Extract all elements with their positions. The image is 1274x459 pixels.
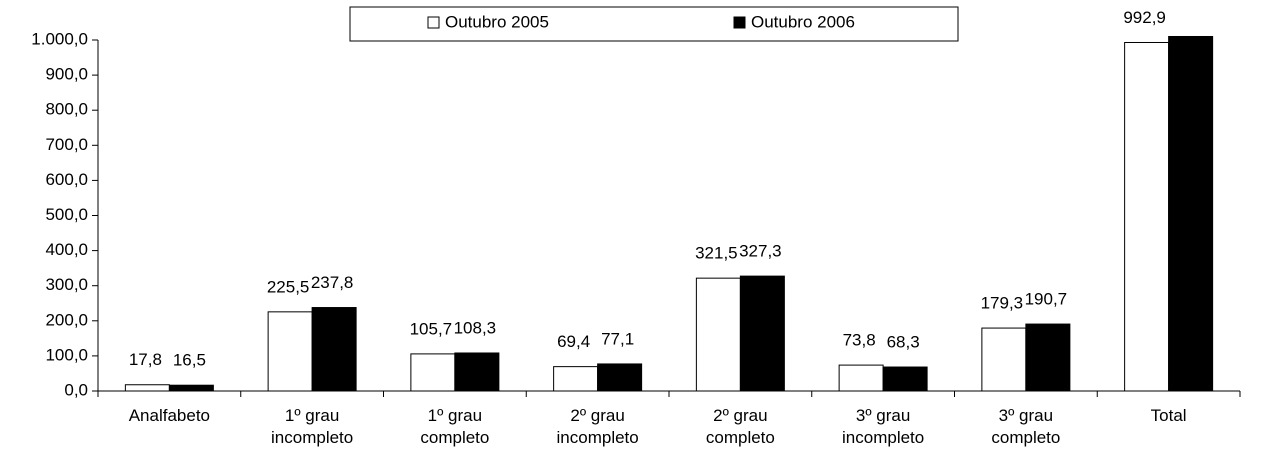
data-label: 327,3 [739,242,782,261]
bar [1025,323,1071,392]
bar [838,364,884,392]
bar [1124,41,1170,392]
x-tick-label: 2º grau incompleto [556,406,639,447]
y-tick-label: 500,0 [45,205,88,224]
bar [311,307,357,392]
x-tick-label: 1º grau incompleto [271,406,354,447]
y-tick-label: 100,0 [45,345,88,364]
legend-box [349,6,959,42]
legend-swatch [733,16,746,29]
y-tick-label: 700,0 [45,135,88,154]
x-tick-label: 2º grau completo [705,406,775,447]
bar [882,366,928,392]
data-label: 225,5 [267,277,310,296]
bar [454,352,500,392]
bar [553,366,599,392]
x-tick-label: Total [1150,406,1187,425]
data-label: 108,3 [454,318,497,337]
y-tick-label: 1.000,0 [31,29,88,48]
legend-label: Outubro 2006 [751,12,855,31]
y-tick-label: 800,0 [45,100,88,119]
data-label: 17,8 [129,350,162,369]
bar [124,384,170,392]
data-label: 992,9 [1123,8,1166,27]
data-label: 237,8 [311,273,354,292]
data-label: 190,7 [1025,290,1068,309]
x-tick-label: 3º grau incompleto [842,406,925,447]
y-tick-label: 400,0 [45,240,88,259]
bar [410,353,456,392]
bar [597,363,643,392]
legend-label: Outubro 2005 [445,12,549,31]
bar [695,277,741,392]
y-tick-label: 0,0 [64,380,88,399]
data-label: 16,5 [173,351,206,370]
y-tick-label: 900,0 [45,65,88,84]
y-tick-label: 600,0 [45,170,88,189]
y-tick-label: 300,0 [45,275,88,294]
bar [267,311,313,392]
bar [168,384,214,392]
data-label: 321,5 [695,244,738,263]
data-label: 69,4 [557,332,590,351]
bar [1168,35,1214,392]
y-tick-label: 200,0 [45,310,88,329]
data-label: 68,3 [887,333,920,352]
x-tick-label: 3º grau completo [991,406,1061,447]
legend-swatch [427,16,440,29]
data-label: 73,8 [843,331,876,350]
bar [739,275,785,392]
data-label: 179,3 [981,294,1024,313]
bar [981,327,1027,392]
data-label: 77,1 [601,329,634,348]
x-tick-label: Analfabeto [128,406,211,425]
data-label: 105,7 [410,319,453,338]
x-tick-label: 1º grau completo [420,406,490,447]
